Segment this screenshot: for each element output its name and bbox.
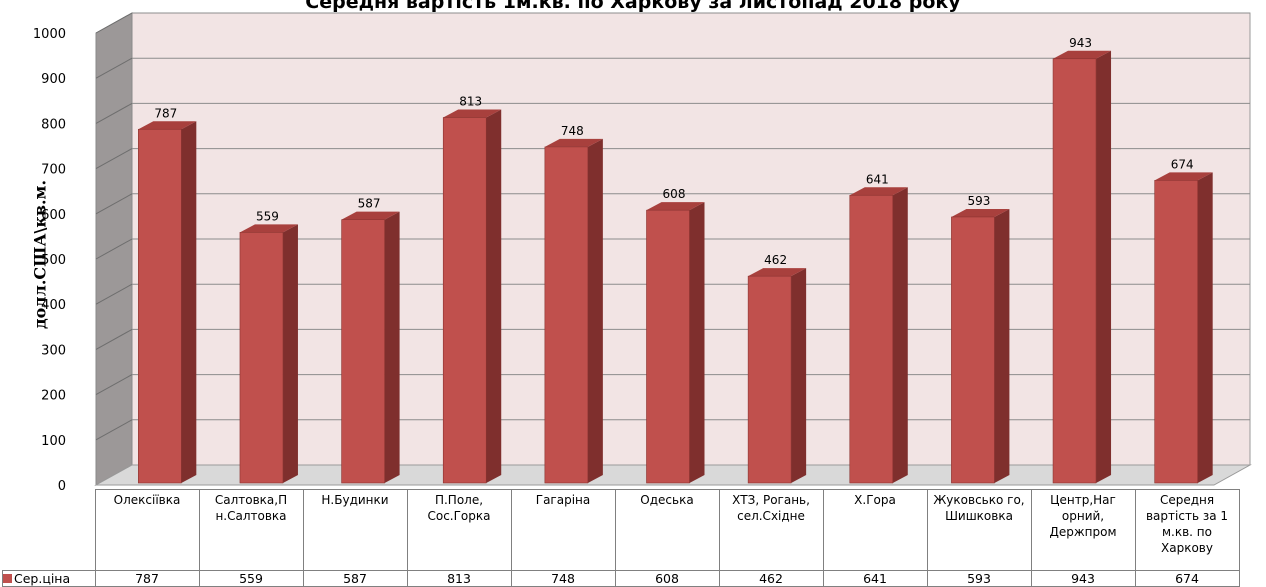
bar-top xyxy=(341,211,400,220)
y-tick-label: 1000 xyxy=(33,27,66,42)
table-category: Х.Гора xyxy=(822,489,928,571)
y-axis-label: долл.США\кв.м. xyxy=(30,179,50,330)
legend-label: Сер.ціна xyxy=(14,571,71,586)
y-tick-label: 900 xyxy=(41,72,66,87)
table-category: Одеська xyxy=(614,489,720,571)
bar-top xyxy=(951,208,1010,217)
y-tick-label: 700 xyxy=(41,163,66,178)
y-tick-label: 100 xyxy=(41,434,66,449)
bar xyxy=(951,216,995,484)
bar xyxy=(1154,180,1198,484)
bar-side xyxy=(791,268,807,483)
bar-side xyxy=(282,224,298,483)
bar-side xyxy=(181,121,197,483)
chart-title: Середня вартість 1м.кв. по Харкову за ли… xyxy=(305,0,961,13)
gridline-side xyxy=(95,283,133,305)
bar-side xyxy=(689,202,705,483)
table-value: 674 xyxy=(1134,570,1240,587)
data-label: 641 xyxy=(866,172,889,186)
y-tick-label: 400 xyxy=(41,298,66,313)
data-table: Олексіївка Салтовка,П н.Салтовка Н.Будинки… xyxy=(2,489,1240,587)
bar-top xyxy=(748,268,807,277)
bar-side xyxy=(587,138,603,484)
table-value: 559 xyxy=(198,570,304,587)
category-row: Олексіївка Салтовка,П н.Салтовка Н.Будинки… xyxy=(2,489,1240,571)
bar-top xyxy=(443,109,502,118)
bar-side xyxy=(1096,50,1112,483)
table-value: 748 xyxy=(510,570,616,587)
table-value: 787 xyxy=(94,570,200,587)
y-tick-label: 600 xyxy=(41,208,66,223)
table-category: П.Поле, Сос.Горка xyxy=(406,489,512,571)
bar xyxy=(544,146,589,484)
bar-top xyxy=(646,202,705,211)
bar-top xyxy=(849,187,908,196)
bar xyxy=(747,275,792,484)
bar xyxy=(138,128,182,484)
data-label: 587 xyxy=(358,197,381,211)
series-row: Сер.ціна 787 559 587 813 748 608 462 641 593 943 6… xyxy=(2,570,1240,587)
data-label: 593 xyxy=(967,194,990,208)
table-category: Гагаріна xyxy=(510,489,616,571)
table-corner xyxy=(2,489,96,571)
y-tick-label: 200 xyxy=(41,389,66,404)
bar-side xyxy=(892,187,908,483)
table-value: 608 xyxy=(614,570,720,587)
data-label: 943 xyxy=(1069,36,1092,50)
bar-side xyxy=(994,208,1010,484)
bar xyxy=(646,209,690,484)
table-category: Салтовка,П н.Салтовка xyxy=(198,489,304,571)
bar-side xyxy=(384,211,400,483)
gridline-side xyxy=(95,193,133,215)
gridline-side xyxy=(95,238,133,260)
data-label: 813 xyxy=(459,95,482,109)
bar xyxy=(442,117,487,484)
table-category: Середня вартість за 1 м.кв. по Харкову xyxy=(1134,489,1240,571)
table-value: 593 xyxy=(926,570,1032,587)
legend-entry: Сер.ціна xyxy=(2,570,96,587)
bar-top xyxy=(1053,50,1112,59)
y-tick-label: 800 xyxy=(41,117,66,132)
bar xyxy=(341,219,385,484)
data-label: 559 xyxy=(256,209,279,223)
data-label: 674 xyxy=(1171,157,1194,171)
gridline-side xyxy=(95,102,133,124)
data-label: 748 xyxy=(561,124,584,138)
table-category: Н.Будинки xyxy=(302,489,408,571)
bar xyxy=(1052,58,1097,484)
bar xyxy=(239,232,284,484)
table-value: 587 xyxy=(302,570,408,587)
table-category: Жуковсько го, Шишковка xyxy=(926,489,1032,571)
table-category: Центр,Наг орний, Держпром xyxy=(1030,489,1136,571)
bar-top xyxy=(138,121,197,130)
bar xyxy=(849,194,894,484)
table-value: 641 xyxy=(822,570,928,587)
gridline-side xyxy=(95,374,133,396)
gridline-side xyxy=(95,12,133,34)
data-label: 787 xyxy=(154,106,177,120)
bar-top xyxy=(544,138,603,147)
table-value: 813 xyxy=(406,570,512,587)
table-value: 462 xyxy=(718,570,824,587)
bar-side xyxy=(1197,172,1213,484)
bar-top xyxy=(1154,172,1213,181)
table-category: ХТЗ, Рогань, сел.Східне xyxy=(718,489,824,571)
y-tick-label: 300 xyxy=(41,343,66,358)
gridline-side xyxy=(95,419,133,441)
y-tick-label: 500 xyxy=(41,253,66,268)
gridline-side xyxy=(95,328,133,350)
table-category: Олексіївка xyxy=(94,489,200,571)
gridline-side xyxy=(95,148,133,170)
gridline-side xyxy=(95,57,133,79)
bar-side xyxy=(486,109,502,484)
legend-swatch xyxy=(3,574,12,583)
y-tick-label: 0 xyxy=(58,479,66,494)
data-label: 462 xyxy=(764,253,787,267)
table-value: 943 xyxy=(1030,570,1136,587)
bar-top xyxy=(239,224,298,233)
data-label: 608 xyxy=(663,187,686,201)
